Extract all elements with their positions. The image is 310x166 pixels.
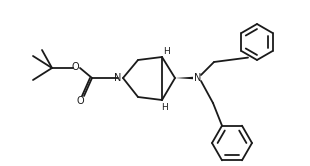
Text: N: N — [114, 73, 122, 83]
Text: N: N — [194, 73, 202, 83]
Text: O: O — [76, 96, 84, 106]
Text: O: O — [71, 62, 79, 72]
Text: H: H — [164, 46, 170, 55]
Polygon shape — [175, 77, 193, 79]
Text: H: H — [162, 103, 168, 113]
